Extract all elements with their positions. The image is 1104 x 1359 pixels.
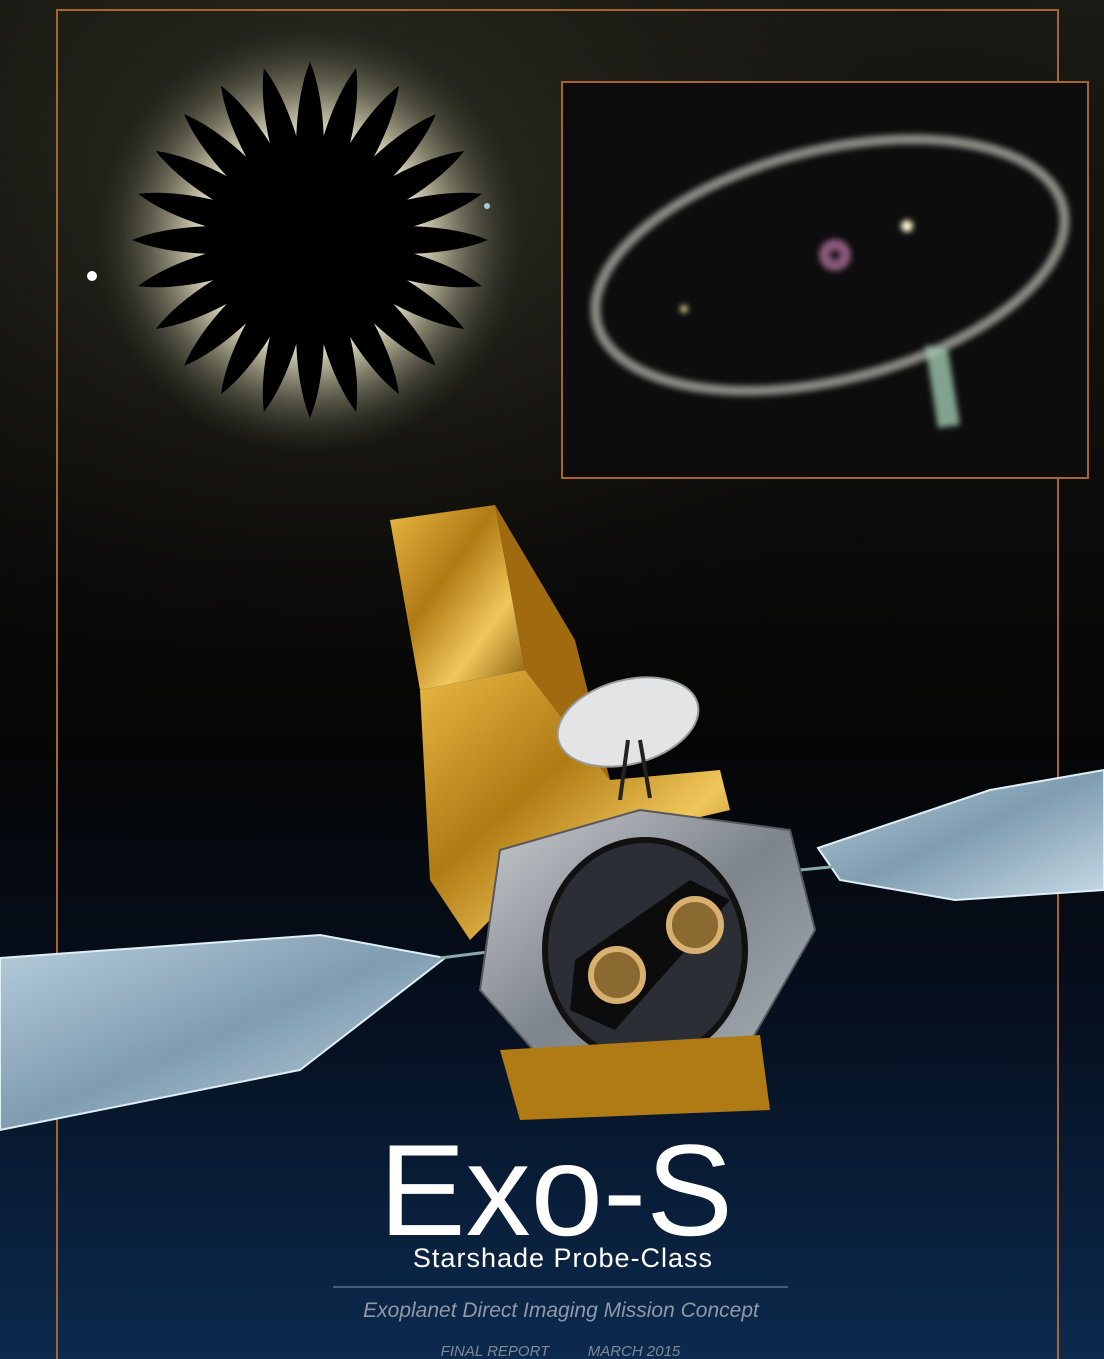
report-date: MARCH 2015 — [588, 1343, 681, 1359]
planet — [87, 271, 97, 281]
title: Exo-S — [379, 1117, 733, 1263]
camera — [669, 899, 721, 951]
inset-image — [562, 82, 1088, 478]
report-label: FINAL REPORT — [441, 1343, 551, 1359]
camera — [591, 949, 643, 1001]
tagline: Exoplanet Direct Imaging Mission Concept — [363, 1299, 760, 1322]
page: Exo-S Starshade Probe-Class Exoplanet Di… — [0, 0, 1104, 1359]
starshade — [132, 62, 488, 418]
planet — [484, 203, 490, 209]
subtitle: Starshade Probe-Class — [413, 1243, 713, 1273]
base-plate — [500, 1035, 770, 1120]
cover: Exo-S Starshade Probe-Class Exoplanet Di… — [0, 0, 1104, 1359]
